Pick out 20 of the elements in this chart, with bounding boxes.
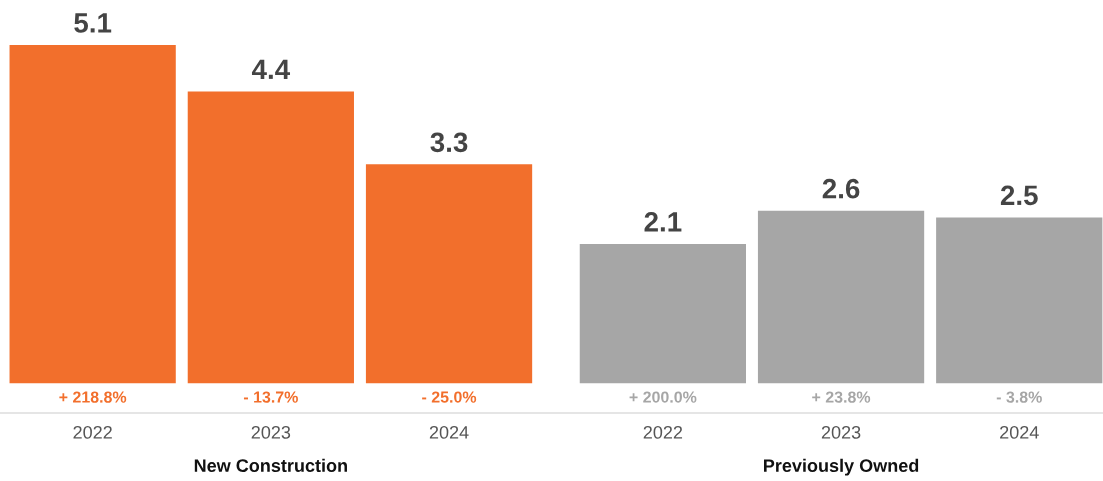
data-label: 2.5	[1000, 185, 1038, 206]
x-tick-label: 2024	[429, 425, 469, 439]
x-tick-label: 2024	[1000, 425, 1039, 439]
x-tick-label: 2022	[643, 425, 683, 439]
x-tick-label: 2023	[251, 425, 291, 439]
x-tick-label: 2022	[73, 425, 112, 439]
text: + 200.0%	[629, 391, 697, 403]
data-label: 5.1	[74, 13, 112, 33]
data-label: 2.1	[644, 212, 682, 232]
text: + 23.8%	[812, 391, 871, 403]
text: + 218.8%	[59, 391, 127, 403]
text: Previously Owned	[764, 458, 919, 476]
text: New Construction	[194, 458, 347, 473]
text: - 3.8%	[996, 391, 1042, 403]
text: - 25.0%	[422, 391, 477, 403]
text: - 13.7%	[243, 391, 298, 403]
data-label: 3.3	[430, 132, 468, 153]
x-tick-label: 2023	[821, 425, 861, 439]
data-label: 2.6	[822, 178, 860, 199]
data-label: 4.4	[251, 59, 291, 79]
